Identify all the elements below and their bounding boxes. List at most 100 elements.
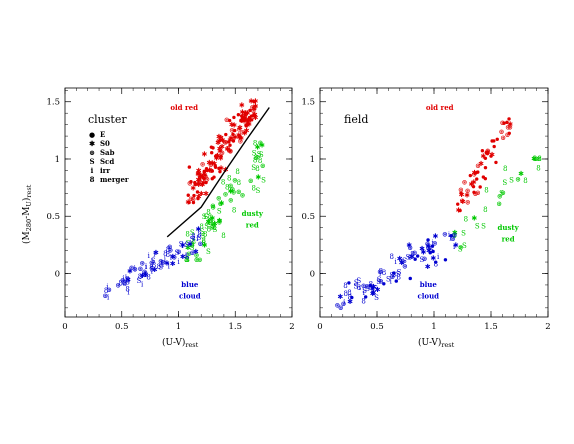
data-point: ⊛ — [217, 217, 223, 225]
data-point: S — [202, 213, 207, 221]
data-point: ⊛ — [141, 268, 147, 276]
data-point: i — [153, 251, 156, 259]
data-point: ⊛ — [536, 155, 542, 163]
legend-label: irr — [100, 166, 110, 175]
data-point: ✱ — [239, 102, 245, 110]
data-point: 8 — [258, 157, 262, 165]
data-point: ✱ — [242, 115, 248, 123]
data-point: ⊛ — [137, 265, 143, 273]
data-point: 8 — [379, 267, 383, 275]
data-point: ⊛ — [242, 112, 248, 120]
data-point: 8 — [166, 246, 170, 254]
data-point: ✱ — [219, 199, 225, 207]
data-point: ⊛ — [497, 193, 503, 201]
data-point: 8 — [361, 298, 365, 306]
data-point: i — [148, 252, 151, 260]
data-point: i — [437, 253, 440, 261]
data-point: ✱ — [202, 172, 208, 180]
data-point — [227, 118, 232, 123]
data-point: ⊛ — [407, 244, 413, 252]
data-point: S — [251, 164, 256, 172]
data-point — [228, 143, 232, 147]
data-point: ⊛ — [167, 246, 173, 254]
data-point: ✱ — [203, 190, 209, 198]
data-point: ⊛ — [459, 197, 465, 205]
data-point: ⊛ — [120, 276, 126, 284]
data-point: ✱ — [371, 283, 377, 291]
data-point: ✱ — [206, 159, 212, 167]
data-point: 8 — [483, 206, 487, 214]
data-point: ✱ — [245, 118, 251, 126]
data-point: 8 — [166, 251, 170, 259]
data-point: 8 — [149, 264, 153, 272]
data-point: ⊛ — [425, 244, 431, 252]
legend-label: S0 — [100, 139, 110, 148]
data-point: 8 — [221, 178, 225, 186]
data-point — [204, 180, 208, 185]
data-point — [478, 185, 482, 189]
region-label: blue — [181, 280, 199, 289]
data-point: ✱ — [370, 290, 376, 298]
data-point — [243, 117, 247, 122]
data-point: ✱ — [243, 109, 249, 117]
legend-symbol: i — [91, 166, 94, 175]
data-point: ⊛ — [210, 203, 216, 211]
data-point: 8 — [209, 217, 213, 225]
data-point: ⊛ — [139, 259, 145, 267]
data-point: ⊛ — [254, 154, 260, 162]
data-point: 8 — [221, 232, 225, 240]
data-point: ⊛ — [442, 230, 448, 238]
data-point — [392, 271, 396, 275]
data-point: ⊛ — [260, 162, 266, 170]
data-point: ⊛ — [500, 134, 506, 142]
data-point: 8 — [185, 256, 189, 264]
data-point — [480, 149, 485, 153]
data-point: 8 — [397, 273, 401, 281]
legend-symbol: 8 — [90, 175, 95, 184]
data-point: ✱ — [127, 268, 133, 276]
data-point: S — [204, 213, 209, 221]
data-point: 8 — [253, 140, 257, 148]
data-point: ✱ — [225, 145, 231, 153]
data-point: ✱ — [425, 242, 431, 250]
data-point — [495, 137, 499, 142]
data-point: ✱ — [196, 167, 202, 175]
data-point: S — [509, 177, 514, 185]
data-point: ⊛ — [507, 123, 513, 131]
data-point — [471, 184, 476, 189]
data-point: ✱ — [469, 180, 475, 188]
data-point: ✱ — [215, 152, 221, 160]
data-point: ⊛ — [189, 241, 195, 249]
data-point: 8 — [523, 177, 527, 185]
data-point: i — [141, 280, 144, 288]
x-tick-label: 1 — [431, 322, 436, 332]
data-point: S — [179, 240, 184, 248]
data-point — [492, 144, 496, 149]
y-tick-label: 1.5 — [46, 98, 60, 108]
data-point: ⊛ — [217, 200, 223, 208]
data-point: ⊛ — [451, 231, 457, 239]
data-point: ✱ — [228, 135, 234, 143]
data-point: 8 — [125, 279, 129, 287]
data-point: ✱ — [196, 225, 202, 233]
data-point — [224, 132, 228, 137]
data-point: ⊛ — [129, 264, 135, 272]
data-point: ✱ — [471, 214, 477, 222]
data-point: S — [499, 189, 504, 197]
data-point: ⊛ — [229, 185, 235, 193]
data-point: S — [197, 234, 202, 242]
data-point: ✱ — [215, 139, 221, 147]
data-point: ⊛ — [496, 200, 502, 208]
data-point: ✱ — [220, 136, 226, 144]
data-point: ✱ — [459, 191, 465, 199]
data-point: ✱ — [243, 110, 249, 118]
data-point: 8 — [197, 231, 201, 239]
data-point: i — [134, 264, 137, 272]
data-point: ⊛ — [209, 223, 215, 231]
data-point: ⊛ — [106, 286, 112, 294]
data-point: S — [184, 241, 189, 249]
data-point — [187, 165, 192, 169]
data-point: ✱ — [212, 220, 218, 228]
data-point: ✱ — [143, 271, 149, 279]
annotations: old red dusty red blue cloud — [170, 103, 263, 301]
